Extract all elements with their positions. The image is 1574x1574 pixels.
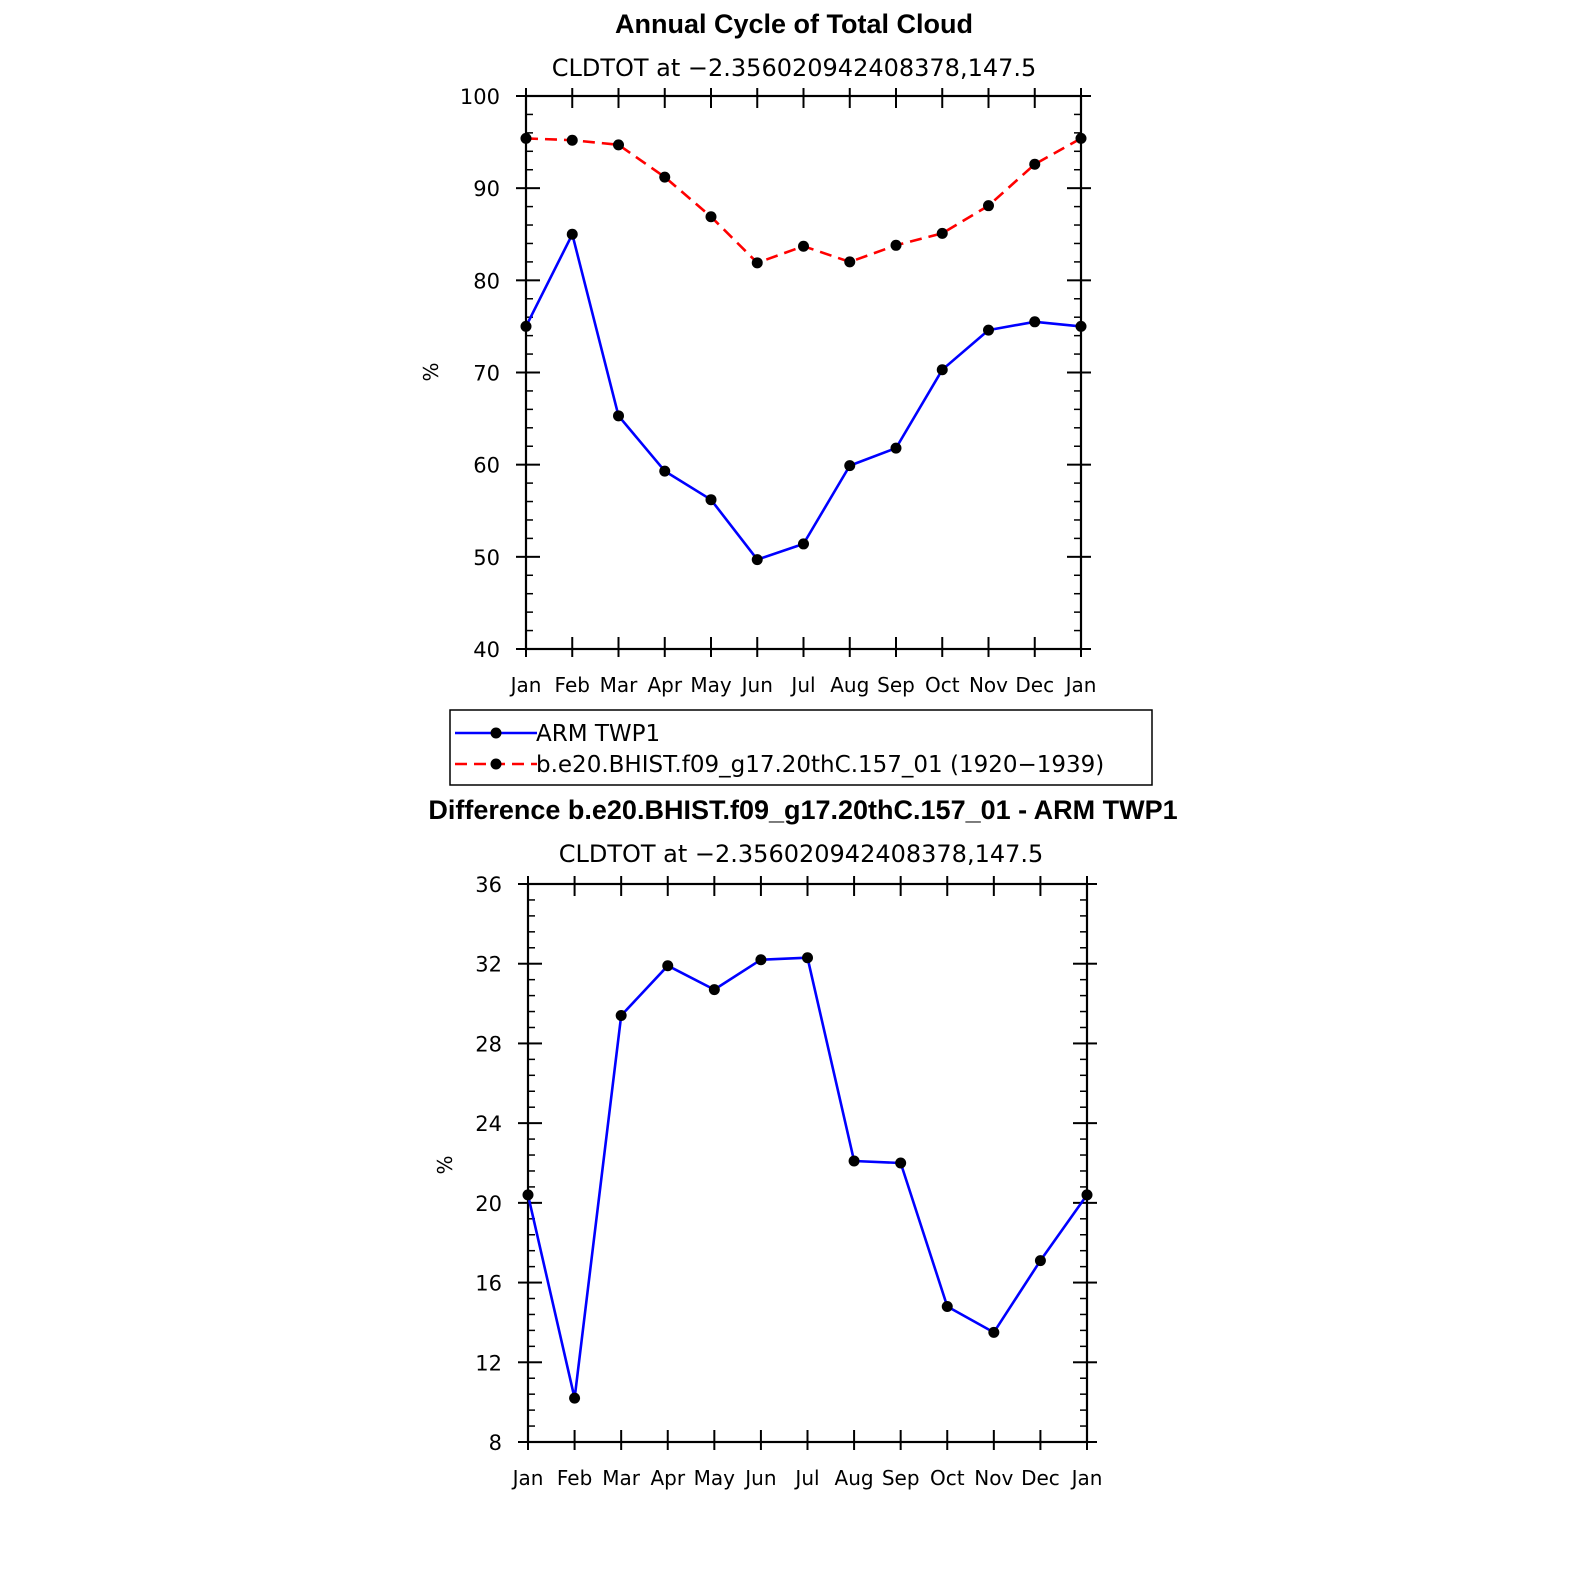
x-tick-label: Oct (930, 1466, 965, 1490)
data-point (520, 320, 532, 332)
x-tick-label: Jul (789, 673, 815, 697)
x-tick-label: Jun (740, 673, 773, 697)
data-point (983, 200, 994, 212)
chart-subtitle: CLDTOT at −2.356020942408378,147.5 (552, 54, 1037, 82)
legend-label: b.e20.BHIST.f09_g17.20thC.157_01 (1920−1… (536, 752, 1104, 778)
x-tick-label: Apr (647, 673, 682, 697)
difference-chart: Difference b.e20.BHIST.f09_g17.20thC.157… (428, 795, 1177, 1490)
data-point (708, 984, 720, 996)
x-tick-label: Sep (877, 673, 915, 697)
legend-marker (490, 758, 502, 770)
x-tick-label: Nov (974, 1466, 1013, 1490)
y-tick-label: 16 (475, 1272, 502, 1296)
x-tick-label: Feb (557, 1466, 592, 1490)
x-tick-label: Aug (830, 673, 869, 697)
y-tick-label: 12 (475, 1351, 502, 1375)
data-point (1075, 132, 1087, 144)
chart-title: Annual Cycle of Total Cloud (615, 9, 973, 39)
data-point (936, 364, 948, 376)
data-point (988, 1326, 1000, 1338)
y-tick-label: 50 (473, 546, 500, 570)
y-tick-label: 40 (473, 638, 500, 662)
data-point (615, 1010, 627, 1022)
x-tick-label: Feb (555, 673, 590, 697)
y-axis-label: % (433, 1155, 457, 1174)
y-axis-label: % (419, 362, 443, 381)
data-point (798, 240, 809, 252)
data-point (659, 171, 671, 183)
legend-label: ARM TWP1 (536, 721, 660, 747)
data-point (798, 538, 809, 550)
data-point (844, 256, 856, 268)
data-point (936, 227, 948, 239)
data-point (1081, 1189, 1093, 1201)
data-point (844, 460, 856, 472)
x-tick-label: Apr (650, 1466, 685, 1490)
data-point (1029, 158, 1041, 170)
x-tick-label: Jan (1064, 673, 1097, 697)
data-point (662, 960, 674, 972)
x-tick-label: May (690, 673, 732, 697)
x-tick-label: May (694, 1466, 736, 1490)
y-tick-label: 90 (473, 177, 500, 201)
plot-frame (526, 882, 1089, 1444)
chart-title: Difference b.e20.BHIST.f09_g17.20thC.157… (428, 795, 1177, 825)
series-line (524, 233, 1082, 561)
y-tick-label: 20 (475, 1192, 502, 1216)
annual-cycle-chart: Annual Cycle of Total Cloud CLDTOT at −2… (419, 9, 1096, 697)
series-line (526, 956, 1089, 1400)
data-point (848, 1155, 860, 1167)
x-tick-label: Aug (835, 1466, 874, 1490)
data-point (659, 465, 671, 477)
x-tick-label: Jan (1070, 1466, 1103, 1490)
legend-box (449, 709, 1153, 786)
y-tick-label: 60 (473, 454, 500, 478)
x-tick-label: Jul (793, 1466, 819, 1490)
data-point (1029, 316, 1041, 328)
y-tick-label: 8 (489, 1431, 502, 1455)
x-tick-label: Jun (743, 1466, 776, 1490)
data-point (613, 410, 624, 422)
x-tick-label: Nov (969, 673, 1008, 697)
data-point (802, 952, 813, 964)
x-tick-label: Oct (925, 673, 960, 697)
x-tick-label: Mar (602, 1466, 641, 1490)
x-tick-label: Mar (600, 673, 639, 697)
data-point (522, 1189, 534, 1201)
x-tick-label: Jan (509, 673, 542, 697)
legend-marker (490, 727, 502, 739)
x-tick-label: Dec (1021, 1466, 1060, 1490)
data-point (1034, 1255, 1046, 1267)
y-tick-label: 32 (475, 953, 502, 977)
x-tick-label: Sep (882, 1466, 920, 1490)
data-point (890, 239, 902, 251)
data-point (569, 1392, 581, 1404)
data-point (520, 132, 532, 144)
plot-frame (524, 94, 1083, 651)
chart-subtitle: CLDTOT at −2.356020942408378,147.5 (559, 840, 1044, 868)
data-point (983, 324, 994, 336)
data-point (755, 954, 767, 966)
data-point (890, 442, 902, 454)
data-point (895, 1157, 907, 1169)
y-tick-label: 70 (473, 362, 500, 386)
y-tick-label: 100 (460, 85, 500, 109)
data-point (941, 1300, 953, 1312)
y-tick-label: 36 (475, 873, 502, 897)
x-tick-label: Dec (1015, 673, 1054, 697)
data-point (705, 211, 717, 223)
data-point (613, 139, 624, 151)
data-point (751, 257, 763, 269)
data-point (705, 494, 717, 506)
y-tick-label: 80 (473, 269, 500, 293)
data-point (1075, 320, 1087, 332)
y-tick-label: 28 (475, 1032, 502, 1056)
y-tick-label: 24 (475, 1112, 502, 1136)
data-point (751, 554, 763, 566)
data-point (566, 228, 578, 240)
x-tick-label: Jan (511, 1466, 544, 1490)
data-point (566, 134, 578, 146)
legend: ARM TWP1 b.e20.BHIST.f09_g17.20thC.157_01… (449, 709, 1153, 786)
